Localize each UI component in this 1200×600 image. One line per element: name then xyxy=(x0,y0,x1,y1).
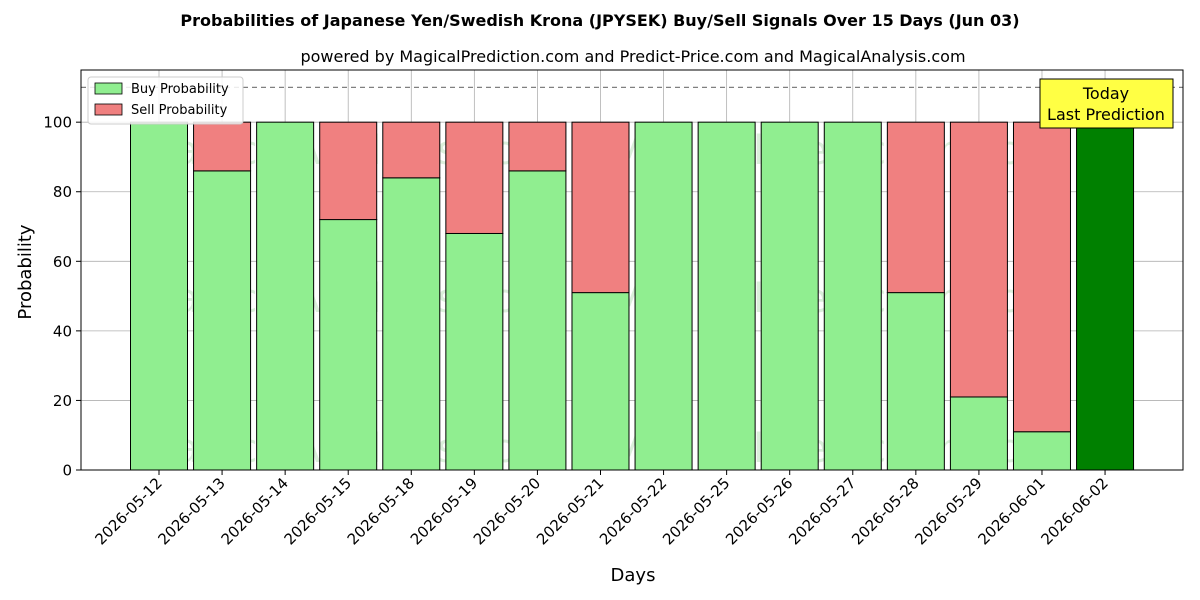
bar-sell-2026-05-18 xyxy=(382,121,441,179)
x-tick-label-2026-06-02: 2026-06-02 xyxy=(1037,474,1111,548)
bar-buy-2026-06-02 xyxy=(1076,121,1135,471)
legend: Buy Probability Sell Probability xyxy=(87,76,244,125)
chart-subtitle: powered by MagicalPrediction.com and Pre… xyxy=(300,47,965,66)
y-tick-label-5: 100 xyxy=(43,114,72,132)
y-axis: 0 20 40 60 80 100 xyxy=(43,114,81,480)
today-annotation: Today Last Prediction xyxy=(1039,78,1174,129)
bar-buy-2026-05-28 xyxy=(886,292,945,471)
legend-label-buy: Buy Probability xyxy=(131,82,229,97)
y-axis-label: Probability xyxy=(15,224,36,319)
x-tick-label-2026-05-21: 2026-05-21 xyxy=(533,474,607,548)
bar-buy-2026-05-18 xyxy=(382,177,441,471)
bar-buy-2026-05-27 xyxy=(823,121,882,471)
bars xyxy=(130,121,1135,471)
bar-buy-2026-05-26 xyxy=(760,121,819,471)
x-tick-label-2026-05-25: 2026-05-25 xyxy=(659,474,733,548)
bar-buy-2026-05-19 xyxy=(445,232,504,471)
legend-box xyxy=(87,76,244,125)
x-tick-label-2026-05-22: 2026-05-22 xyxy=(596,474,670,548)
x-tick-label-2026-06-01: 2026-06-01 xyxy=(974,474,1048,548)
y-tick-label-1: 20 xyxy=(53,392,72,410)
today-label: Today xyxy=(1082,84,1129,103)
x-tick-label-2026-05-26: 2026-05-26 xyxy=(722,474,796,548)
bar-sell-2026-05-13 xyxy=(193,121,252,172)
x-tick-label-2026-05-27: 2026-05-27 xyxy=(785,474,859,548)
x-tick-label-2026-05-13: 2026-05-13 xyxy=(155,474,229,548)
bar-sell-2026-05-21 xyxy=(571,121,630,294)
bar-buy-2026-05-14 xyxy=(256,121,315,471)
x-axis-label: Days xyxy=(611,565,656,586)
x-tick-label-2026-05-12: 2026-05-12 xyxy=(91,474,165,548)
bar-buy-2026-05-13 xyxy=(193,170,252,471)
bar-buy-2026-05-20 xyxy=(508,170,567,471)
last-prediction-label: Last Prediction xyxy=(1047,105,1165,124)
legend-swatch-buy xyxy=(94,82,123,95)
legend-swatch-sell xyxy=(94,103,123,116)
x-tick-label-2026-05-15: 2026-05-15 xyxy=(281,474,355,548)
x-tick-label-2026-05-20: 2026-05-20 xyxy=(470,474,544,548)
x-tick-label-2026-05-19: 2026-05-19 xyxy=(407,474,481,548)
bar-sell-2026-05-20 xyxy=(508,121,567,172)
bar-sell-2026-05-19 xyxy=(445,121,504,234)
bar-buy-2026-05-12 xyxy=(130,121,188,471)
x-tick-label-2026-05-18: 2026-05-18 xyxy=(344,474,418,548)
x-tick-label-2026-05-29: 2026-05-29 xyxy=(911,474,985,548)
bar-sell-2026-05-28 xyxy=(886,121,945,294)
today-box xyxy=(1039,78,1174,129)
bar-buy-2026-05-22 xyxy=(634,121,693,471)
bar-buy-2026-05-21 xyxy=(571,292,630,471)
legend-label-sell: Sell Probability xyxy=(131,103,228,118)
plot-frame xyxy=(80,69,1184,471)
x-axis: 2026-05-122026-05-132026-05-142026-05-15… xyxy=(91,470,1112,548)
x-tick-label-2026-05-28: 2026-05-28 xyxy=(848,474,922,548)
bar-buy-2026-05-25 xyxy=(697,121,756,471)
y-tick-label-3: 60 xyxy=(53,253,72,271)
chart-title: Probabilities of Japanese Yen/Swedish Kr… xyxy=(180,11,1019,30)
y-tick-label-2: 40 xyxy=(53,322,72,340)
bar-buy-2026-05-29 xyxy=(949,396,1008,471)
y-tick-label-0: 0 xyxy=(62,462,72,480)
y-tick-label-4: 80 xyxy=(53,183,72,201)
bar-buy-2026-06-01 xyxy=(1012,431,1071,471)
bar-buy-2026-05-15 xyxy=(319,219,378,471)
x-tick-label-2026-05-14: 2026-05-14 xyxy=(218,474,292,548)
bar-sell-2026-05-29 xyxy=(949,121,1008,398)
bar-sell-2026-05-15 xyxy=(319,121,378,221)
bar-sell-2026-06-01 xyxy=(1012,121,1071,433)
